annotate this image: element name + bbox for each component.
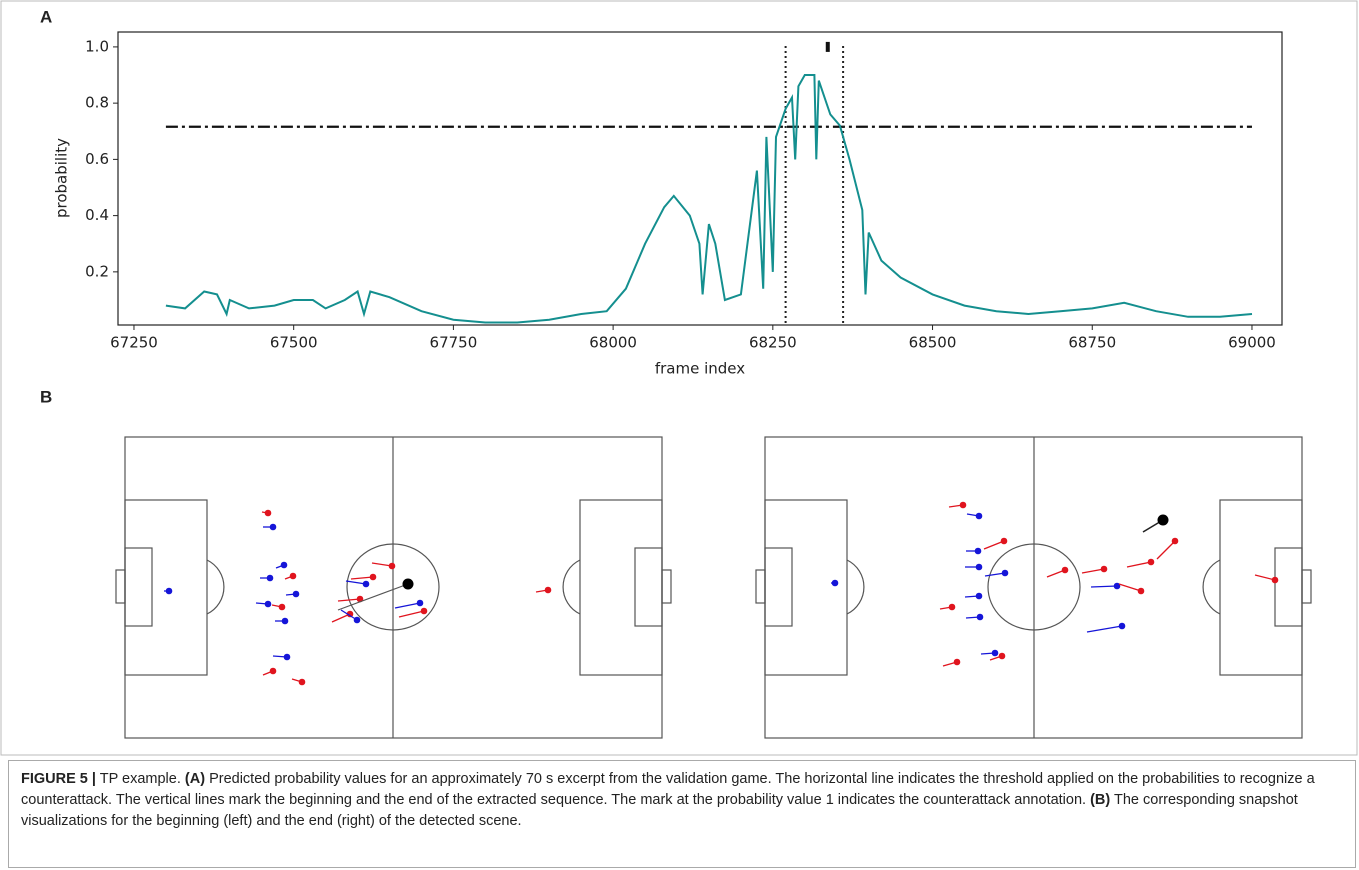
- caption-text: (B): [1090, 792, 1111, 808]
- figure-frame: [0, 0, 1358, 756]
- player: [1000, 537, 1008, 545]
- player-trail: [371, 562, 393, 567]
- player: [1147, 558, 1155, 566]
- player-trail: [1126, 561, 1152, 568]
- player: [283, 653, 291, 661]
- player: [831, 579, 839, 587]
- caption: FIGURE 5 | TP example. (A) Predicted pro…: [8, 760, 1356, 868]
- ball-trail: [337, 583, 409, 611]
- player-trail: [1090, 585, 1118, 588]
- player: [165, 587, 173, 595]
- caption-text: Predicted probability values for an appr…: [21, 771, 1319, 808]
- caption-text: (A): [184, 771, 206, 787]
- player-trail: [394, 602, 421, 609]
- pitch-left: [115, 436, 672, 739]
- caption-text: TP example.: [95, 771, 185, 787]
- player: [1100, 565, 1108, 573]
- player: [959, 501, 967, 509]
- player: [298, 678, 306, 686]
- player: [269, 523, 277, 531]
- y-tick-label: 1.0: [85, 37, 109, 55]
- player: [1137, 587, 1145, 595]
- player: [1271, 576, 1279, 584]
- panel-label: A: [40, 7, 52, 26]
- player: [976, 613, 984, 621]
- player: [975, 512, 983, 520]
- player: [388, 562, 396, 570]
- player: [346, 610, 354, 618]
- x-tick-label: 68250: [749, 334, 797, 352]
- players: [164, 501, 1279, 686]
- player: [420, 607, 428, 615]
- player: [289, 572, 297, 580]
- ball: [402, 578, 414, 590]
- player: [1171, 537, 1179, 545]
- player: [264, 509, 272, 517]
- player: [975, 592, 983, 600]
- y-axis-label: probability: [53, 138, 71, 218]
- annotation-mark: [825, 41, 830, 52]
- caption-text: The corresponding snapshot visualization…: [21, 792, 1302, 829]
- x-tick-label: 68500: [909, 334, 957, 352]
- player: [1118, 622, 1126, 630]
- player: [264, 600, 272, 608]
- x-tick-label: 67250: [110, 334, 158, 352]
- player: [369, 573, 377, 581]
- player: [292, 590, 300, 598]
- player: [416, 599, 424, 607]
- player: [975, 563, 983, 571]
- player: [544, 586, 552, 594]
- x-tick-label: 69000: [1228, 334, 1276, 352]
- player-trail: [337, 598, 361, 602]
- player: [269, 667, 277, 675]
- y-tick-label: 0.8: [85, 94, 109, 112]
- ball: [1157, 514, 1169, 526]
- y-tick-label: 0.6: [85, 150, 109, 168]
- x-tick-label: 67750: [430, 334, 478, 352]
- player-trail: [1086, 625, 1123, 633]
- pitch-right: [755, 436, 1312, 739]
- y-tick-label: 0.2: [85, 262, 109, 280]
- player: [281, 617, 289, 625]
- player: [280, 561, 288, 569]
- x-tick-label: 68000: [589, 334, 637, 352]
- probability-line: [165, 74, 1253, 324]
- x-tick-label: 67500: [270, 334, 318, 352]
- player: [998, 652, 1006, 660]
- player-trail: [984, 572, 1006, 577]
- x-axis-label: frame index: [655, 360, 745, 378]
- player-trail: [1118, 583, 1142, 592]
- figure-graphics: A B frame index probability 67250 67500 67…: [0, 0, 1358, 756]
- player-trail: [345, 580, 367, 585]
- y-tick-label: 0.4: [85, 206, 109, 224]
- panel-label: B: [40, 387, 52, 406]
- plot-frame: [117, 31, 1283, 326]
- player: [974, 547, 982, 555]
- player: [948, 603, 956, 611]
- player-trail: [350, 576, 374, 580]
- player-trail: [983, 540, 1005, 550]
- player: [278, 603, 286, 611]
- player-trail: [398, 610, 425, 618]
- x-tick-label: 68750: [1068, 334, 1116, 352]
- player: [362, 580, 370, 588]
- caption-text: FIGURE 5 |: [21, 771, 96, 787]
- player-trail: [1156, 540, 1176, 560]
- player-trail: [1254, 574, 1276, 581]
- player: [1061, 566, 1069, 574]
- player: [353, 616, 361, 624]
- player: [991, 649, 999, 657]
- player: [953, 658, 961, 666]
- player: [1113, 582, 1121, 590]
- player-trail: [1081, 568, 1105, 574]
- player: [1001, 569, 1009, 577]
- player: [266, 574, 274, 582]
